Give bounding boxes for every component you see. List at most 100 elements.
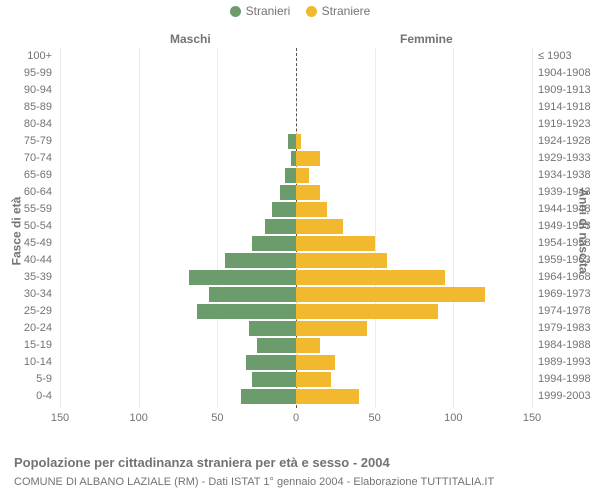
age-label: 95-99	[0, 65, 56, 82]
bar-female	[296, 134, 301, 149]
bar-male	[246, 355, 296, 370]
age-label: 100+	[0, 48, 56, 65]
age-row: 25-29 1974-1978	[0, 303, 600, 320]
bar-male	[272, 202, 296, 217]
bar-female	[296, 270, 445, 285]
x-tick: 0	[293, 412, 299, 424]
x-tick: 50	[369, 412, 381, 424]
legend-male-swatch	[230, 6, 241, 17]
birth-label: ≤ 1903	[534, 48, 600, 65]
bar-female	[296, 355, 335, 370]
birth-label: 1954-1958	[534, 235, 600, 252]
bar-male	[225, 253, 296, 268]
birth-label: 1949-1953	[534, 218, 600, 235]
bar-male	[241, 389, 296, 404]
age-label: 25-29	[0, 303, 56, 320]
legend: Stranieri Straniere	[0, 0, 600, 20]
age-label: 85-89	[0, 99, 56, 116]
bar-female	[296, 287, 485, 302]
legend-male: Stranieri	[230, 4, 291, 18]
age-label: 50-54	[0, 218, 56, 235]
x-tick: 100	[129, 412, 147, 424]
x-axis: 0 50 50 100 100 150 150	[0, 412, 600, 426]
age-label: 65-69	[0, 167, 56, 184]
age-label: 60-64	[0, 184, 56, 201]
x-tick: 150	[523, 412, 541, 424]
bar-male	[252, 372, 296, 387]
age-label: 70-74	[0, 150, 56, 167]
birth-label: 1914-1918	[534, 99, 600, 116]
age-row: 5-9 1994-1998	[0, 371, 600, 388]
age-row: 45-491954-1958	[0, 235, 600, 252]
birth-label: 1974-1978	[534, 303, 600, 320]
bar-female	[296, 185, 320, 200]
age-row: 40-44 1959-1963	[0, 252, 600, 269]
legend-male-label: Stranieri	[246, 4, 291, 18]
birth-label: 1939-1943	[534, 184, 600, 201]
age-row: 95-99 1904-1908	[0, 65, 600, 82]
bar-female	[296, 151, 320, 166]
bar-male	[288, 134, 296, 149]
birth-label: 1904-1908	[534, 65, 600, 82]
x-tick: 50	[211, 412, 223, 424]
birth-label: 1934-1938	[534, 167, 600, 184]
x-tick: 100	[444, 412, 462, 424]
age-row: 65-69 1934-1938	[0, 167, 600, 184]
birth-label: 1979-1983	[534, 320, 600, 337]
bar-female	[296, 253, 387, 268]
age-label: 75-79	[0, 133, 56, 150]
age-label: 5-9	[0, 371, 56, 388]
bar-male	[249, 321, 296, 336]
age-label: 15-19	[0, 337, 56, 354]
birth-label: 1944-1948	[534, 201, 600, 218]
bar-male	[285, 168, 296, 183]
bar-female	[296, 202, 327, 217]
birth-label: 1969-1973	[534, 286, 600, 303]
age-label: 10-14	[0, 354, 56, 371]
age-label: 0-4	[0, 388, 56, 405]
age-label: 35-39	[0, 269, 56, 286]
birth-label: 1989-1993	[534, 354, 600, 371]
age-row: 60-64 1939-1943	[0, 184, 600, 201]
bar-female	[296, 389, 359, 404]
birth-label: 1959-1963	[534, 252, 600, 269]
bar-male	[209, 287, 296, 302]
bar-male	[280, 185, 296, 200]
bar-female	[296, 236, 375, 251]
age-row: 55-59 1944-1948	[0, 201, 600, 218]
age-label: 55-59	[0, 201, 56, 218]
birth-label: 1984-1988	[534, 337, 600, 354]
age-row: 30-34 1969-1973	[0, 286, 600, 303]
age-row: 90-941909-1913	[0, 82, 600, 99]
age-row: 35-39 1964-1968	[0, 269, 600, 286]
bar-male	[197, 304, 296, 319]
female-header: Femmine	[400, 32, 453, 46]
age-row: 0-41999-2003	[0, 388, 600, 405]
age-row: 100+ ≤ 1903	[0, 48, 600, 65]
birth-label: 1929-1933	[534, 150, 600, 167]
age-label: 80-84	[0, 116, 56, 133]
age-row: 70-74 1929-1933	[0, 150, 600, 167]
bar-female	[296, 321, 367, 336]
age-row: 50-54 1949-1953	[0, 218, 600, 235]
bar-female	[296, 338, 320, 353]
legend-female: Straniere	[306, 4, 371, 18]
bar-male	[257, 338, 296, 353]
bar-female	[296, 372, 331, 387]
bar-male	[189, 270, 296, 285]
age-row: 15-19 1984-1988	[0, 337, 600, 354]
bar-male	[252, 236, 296, 251]
age-label: 30-34	[0, 286, 56, 303]
birth-label: 1964-1968	[534, 269, 600, 286]
male-header: Maschi	[170, 32, 211, 46]
legend-female-swatch	[306, 6, 317, 17]
birth-label: 1909-1913	[534, 82, 600, 99]
age-label: 40-44	[0, 252, 56, 269]
bar-female	[296, 304, 438, 319]
birth-label: 1919-1923	[534, 116, 600, 133]
chart-caption: COMUNE DI ALBANO LAZIALE (RM) - Dati IST…	[14, 476, 494, 488]
x-tick: 150	[51, 412, 69, 424]
birth-label: 1924-1928	[534, 133, 600, 150]
legend-female-label: Straniere	[322, 4, 371, 18]
birth-label: 1994-1998	[534, 371, 600, 388]
